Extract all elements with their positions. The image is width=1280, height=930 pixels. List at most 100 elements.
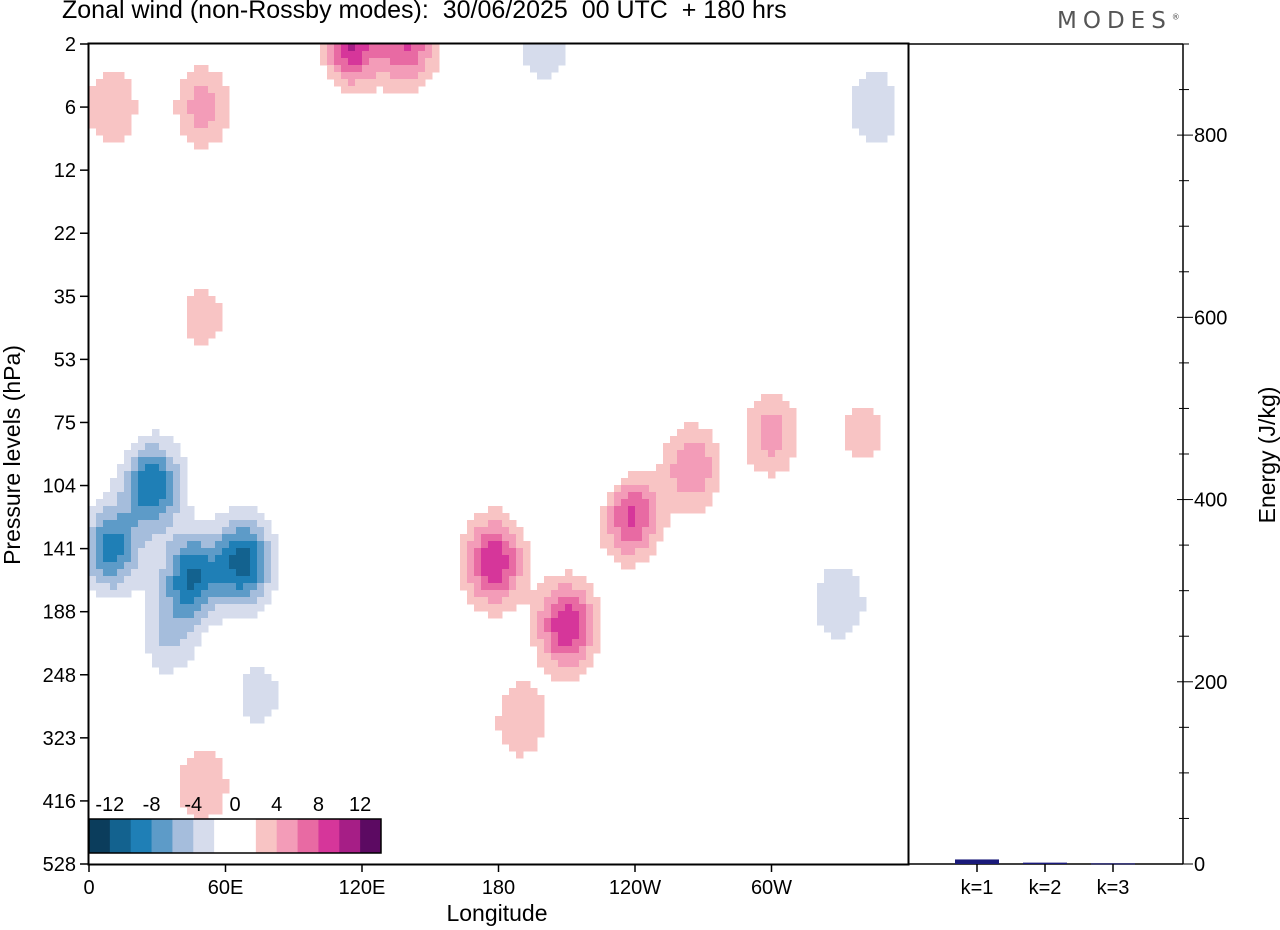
heatmap-cell (229, 590, 237, 598)
heatmap-cell (845, 583, 853, 591)
heatmap-cell (838, 590, 846, 598)
heatmap-cell (187, 296, 195, 304)
heatmap-cell (96, 562, 104, 570)
heatmap-cell (194, 86, 202, 94)
heatmap-cell (677, 450, 685, 458)
heatmap-cell (684, 429, 692, 437)
heatmap-cell (229, 569, 237, 577)
heatmap-cell (152, 506, 160, 514)
heatmap-cell (579, 611, 587, 619)
heatmap-cell (222, 534, 230, 542)
heatmap-cell (747, 429, 755, 437)
heatmap-cell (187, 597, 195, 605)
heatmap-cell (523, 58, 531, 66)
heatmap-cell (117, 79, 125, 87)
heatmap-cell (390, 79, 398, 87)
heatmap-cell (768, 464, 776, 472)
heatmap-cell (852, 93, 860, 101)
heatmap-cell (817, 597, 825, 605)
heatmap-cell (173, 646, 181, 654)
heatmap-cell (537, 625, 545, 633)
colorbar-swatch (89, 819, 111, 853)
heatmap-cell (495, 562, 503, 570)
heatmap-cell (712, 478, 720, 486)
heatmap-cell (670, 464, 678, 472)
heatmap-cell (180, 653, 188, 661)
heatmap-cell (481, 548, 489, 556)
heatmap-cell (124, 534, 132, 542)
heatmap-cell (509, 702, 517, 710)
heatmap-cell (782, 401, 790, 409)
heatmap-cell (376, 72, 384, 80)
heatmap-cell (187, 646, 195, 654)
heatmap-cell (271, 541, 279, 549)
heatmap-cell (201, 618, 209, 626)
heatmap-cell (530, 723, 538, 731)
y-tick-label: 248 (43, 665, 76, 687)
heatmap-cell (530, 597, 538, 605)
heatmap-cell (103, 576, 111, 584)
heatmap-cell (859, 79, 867, 87)
heatmap-cell (551, 611, 559, 619)
heatmap-cell (551, 58, 559, 66)
heatmap-cell (509, 688, 517, 696)
heatmap-cell (173, 576, 181, 584)
heatmap-cell (243, 513, 251, 521)
heatmap-cell (495, 604, 503, 612)
heatmap-cell (257, 702, 265, 710)
heatmap-cell (677, 429, 685, 437)
heatmap-cell (838, 569, 846, 577)
heatmap-cell (530, 590, 538, 598)
heatmap-cell (236, 590, 244, 598)
heatmap-cell (579, 660, 587, 668)
heatmap-cell (586, 597, 594, 605)
heatmap-cell (215, 93, 223, 101)
heatmap-cell (572, 597, 580, 605)
heatmap-cell (159, 548, 167, 556)
heatmap-cell (782, 408, 790, 416)
heatmap-cell (341, 72, 349, 80)
heatmap-cell (89, 93, 97, 101)
heatmap-cell (187, 576, 195, 584)
heatmap-cell (236, 555, 244, 563)
heatmap-cell (348, 44, 356, 52)
heatmap-cell (201, 527, 209, 535)
heatmap-cell (607, 520, 615, 528)
heatmap-cell (852, 576, 860, 584)
heatmap-cell (404, 79, 412, 87)
heatmap-cell (691, 422, 699, 430)
heatmap-cell (754, 422, 762, 430)
heatmap-cell (677, 436, 685, 444)
heatmap-cell (537, 44, 545, 52)
heatmap-cell (124, 107, 132, 115)
heatmap-cell (243, 555, 251, 563)
heatmap-cell (250, 555, 258, 563)
heatmap-cell (866, 114, 874, 122)
heatmap-cell (460, 569, 468, 577)
heatmap-cell (663, 513, 671, 521)
heatmap-cell (208, 121, 216, 129)
heatmap-cell (481, 604, 489, 612)
heatmap-cell (747, 422, 755, 430)
heatmap-cell (607, 541, 615, 549)
heatmap-cell (215, 72, 223, 80)
heatmap-cell (824, 625, 832, 633)
heatmap-cell (131, 576, 139, 584)
heatmap-cell (838, 583, 846, 591)
y-tick-label: 528 (43, 854, 76, 876)
heatmap-cell (572, 583, 580, 591)
heatmap-cell (537, 597, 545, 605)
heatmap-cell (271, 583, 279, 591)
heatmap-cell (474, 562, 482, 570)
heatmap-cell (243, 534, 251, 542)
heatmap-cell (474, 534, 482, 542)
heatmap-cell (607, 506, 615, 514)
colorbar-swatch (109, 819, 132, 853)
heatmap-cell (852, 611, 860, 619)
heatmap-cell (481, 527, 489, 535)
heatmap-cell (838, 618, 846, 626)
heatmap-cell (663, 506, 671, 514)
heatmap-cell (705, 436, 713, 444)
heatmap-cell (194, 289, 202, 297)
y-tick-label: 188 (43, 602, 76, 624)
